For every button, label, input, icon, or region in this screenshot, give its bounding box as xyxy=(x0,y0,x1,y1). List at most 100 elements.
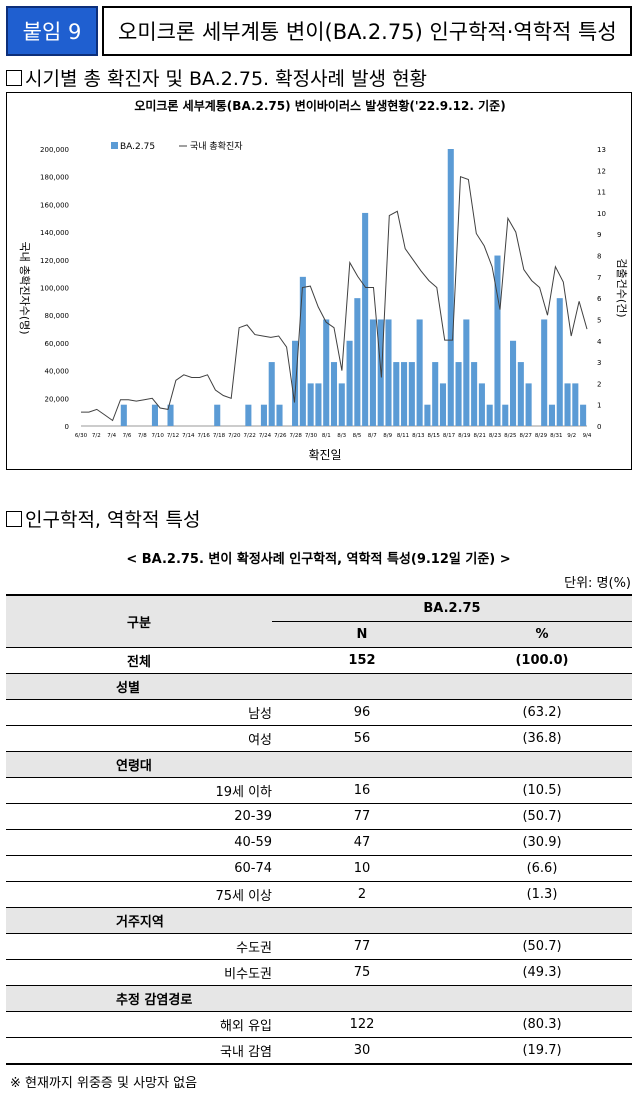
bar xyxy=(572,383,579,426)
row-label: 국내 감염 xyxy=(220,1045,272,1060)
footnote: ※ 현재까지 위중증 및 사망자 없음 xyxy=(10,1076,198,1091)
checkbox-square-icon xyxy=(6,510,22,527)
x-axis-label: 확진일 xyxy=(308,448,341,462)
table-row: 국내 감염 30 (19.7) xyxy=(6,1038,632,1064)
table-row: 수도권 77 (50.7) xyxy=(6,934,632,960)
row-label: 19세 이하 xyxy=(215,785,272,800)
x-tick-label: 7/22 xyxy=(243,433,255,439)
bar xyxy=(214,404,221,426)
bar xyxy=(268,362,275,426)
row-label: 40-59 xyxy=(234,835,272,850)
x-tick-label: 9/4 xyxy=(583,433,592,439)
group-label: 거주지역 xyxy=(6,907,632,934)
group-row: 연령대 xyxy=(6,751,632,778)
bar xyxy=(580,404,587,426)
bar xyxy=(494,255,501,426)
x-tick-label: 7/28 xyxy=(289,433,302,439)
combo-chart: 오미크론 세부계통(BA.2.75) 변이바이러스 발생현황('22.9.12.… xyxy=(18,98,628,462)
bar xyxy=(486,404,493,426)
bar xyxy=(548,404,556,426)
bar xyxy=(455,362,462,426)
bar xyxy=(439,383,447,426)
bar xyxy=(307,383,314,426)
series-line xyxy=(81,176,588,422)
table-row: 60-74 10 (6.6) xyxy=(6,856,632,882)
x-tick-label: 8/27 xyxy=(519,433,532,439)
bar xyxy=(245,404,252,426)
x-tick-label: 7/30 xyxy=(305,433,318,439)
bar xyxy=(447,149,454,426)
bar xyxy=(151,404,158,426)
left-tick-label: 180,000 xyxy=(40,174,69,182)
bar xyxy=(556,298,563,426)
row-pct: (19.7) xyxy=(522,1043,562,1058)
bar xyxy=(525,383,532,426)
x-tick-label: 8/3 xyxy=(337,433,346,439)
row-pct: (30.9) xyxy=(522,835,562,850)
x-tick-label: 8/7 xyxy=(368,433,377,439)
x-tick-label: 8/31 xyxy=(550,433,562,439)
table-row: 40-59 47 (30.9) xyxy=(6,830,632,856)
right-tick-label: 6 xyxy=(597,295,602,303)
row-pct: (6.6) xyxy=(526,861,558,876)
x-tick-label: 8/19 xyxy=(458,433,471,439)
right-tick-label: 2 xyxy=(597,380,601,388)
row-label: 남성 xyxy=(248,707,272,722)
table-row: 해외 유입 122 (80.3) xyxy=(6,1012,632,1038)
x-tick-label: 7/18 xyxy=(213,433,226,439)
bar xyxy=(471,362,478,426)
table-row: 75세 이상 2 (1.3) xyxy=(6,882,632,908)
header: 붙임 9 오미크론 세부계통 변이(BA.2.75) 인구학적·역학적 특성 xyxy=(6,6,632,56)
left-tick-label: 120,000 xyxy=(40,257,69,265)
row-label: 해외 유입 xyxy=(220,1019,272,1034)
section-title: 인구학적, 역학적 특성 xyxy=(25,509,201,531)
legend-label: BA.2.75 xyxy=(120,142,155,152)
row-pct: (49.3) xyxy=(522,965,562,980)
left-tick-label: 60,000 xyxy=(45,340,70,348)
group-label: 연령대 xyxy=(6,751,632,778)
right-tick-label: 12 xyxy=(597,167,606,175)
right-axis-label: 검출건수(건) xyxy=(615,258,628,317)
x-tick-label: 7/24 xyxy=(259,433,272,439)
x-tick-label: 7/16 xyxy=(197,433,210,439)
bar xyxy=(502,404,509,426)
left-tick-label: 100,000 xyxy=(40,285,69,293)
row-n: 30 xyxy=(353,1043,371,1058)
table-row: 20-39 77 (50.7) xyxy=(6,804,632,830)
right-tick-label: 11 xyxy=(597,189,606,197)
x-tick-label: 8/17 xyxy=(443,433,456,439)
row-pct: (50.7) xyxy=(522,809,562,824)
x-tick-label: 7/6 xyxy=(123,433,132,439)
bar xyxy=(401,362,408,426)
row-pct: (63.2) xyxy=(522,705,562,720)
bar xyxy=(292,340,299,426)
x-tick-label: 7/2 xyxy=(92,433,101,439)
bar xyxy=(315,383,322,426)
row-pct: (80.3) xyxy=(522,1017,562,1032)
page-title: 오미크론 세부계통 변이(BA.2.75) 인구학적·역학적 특성 xyxy=(102,6,632,56)
left-tick-label: 80,000 xyxy=(45,312,70,320)
bar xyxy=(463,319,470,426)
x-tick-label: 7/20 xyxy=(228,433,241,439)
table-row: 남성 96 (63.2) xyxy=(6,700,632,726)
bar xyxy=(362,212,369,426)
row-n: 47 xyxy=(353,835,371,850)
x-tick-label: 8/21 xyxy=(473,433,485,439)
bar xyxy=(385,319,392,426)
row-n: 10 xyxy=(353,861,371,876)
bar xyxy=(120,404,127,426)
row-pct: (36.8) xyxy=(522,731,562,746)
row-n: 2 xyxy=(357,887,367,902)
group-row: 추정 감염경로 xyxy=(6,985,632,1012)
bar xyxy=(393,362,400,426)
right-tick-label: 13 xyxy=(597,146,606,154)
appendix-badge: 붙임 9 xyxy=(6,6,98,56)
row-pct: (10.5) xyxy=(522,783,562,798)
total-pct: (100.0) xyxy=(515,653,569,668)
row-n: 96 xyxy=(353,705,371,720)
section-title: 시기별 총 확진자 및 BA.2.75. 확정사례 발생 현황 xyxy=(25,68,428,90)
table-row: 비수도권 75 (49.3) xyxy=(6,960,632,986)
row-n: 77 xyxy=(353,809,371,824)
bar xyxy=(416,319,423,426)
bar xyxy=(541,319,548,426)
